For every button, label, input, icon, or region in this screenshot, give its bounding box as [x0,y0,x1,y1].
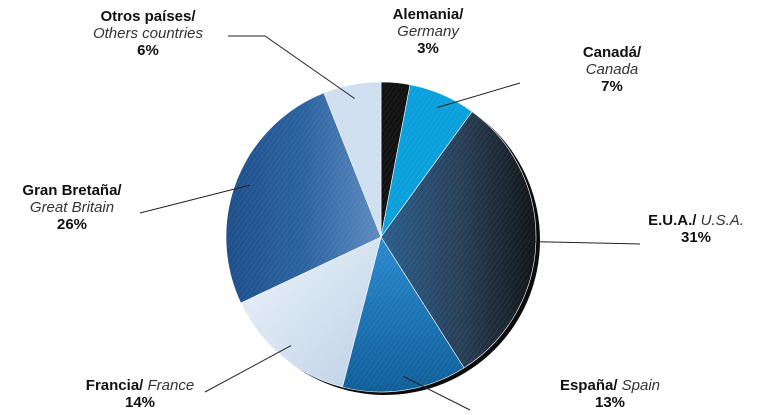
label-en: U.S.A. [700,212,744,229]
pie-slice-texture-great-britain [225,92,381,303]
pie-slice-texture-canada [381,84,473,237]
percent-label: 31% [680,229,712,246]
percent-label: 7% [601,78,623,95]
percent-label: 3% [417,40,439,57]
label-es: Gran Bretaña/ [22,182,122,199]
label-es: Francia/ [85,377,144,394]
label-en: Others countries [92,25,204,42]
leader-line-usa [521,240,641,245]
label-es: España/ [559,377,618,394]
label-en: Great Britain [29,199,115,216]
pie-slice-texture-spain [342,237,465,392]
label-es: E.U.A./ [648,212,697,229]
pie-slice-texture-usa [381,111,537,368]
label-en: Germany [397,23,459,40]
label-es: Otros países/ [100,8,196,25]
leader-line-france [204,345,292,393]
pie-slice-texture-others [323,81,381,237]
percent-label: 6% [137,42,159,59]
label-en: France [147,377,195,394]
label-en: Spain [621,377,661,394]
percent-label: 13% [594,394,626,411]
label-es: Alemania/ [392,6,464,23]
slice-label-great-britain: Gran Bretaña/ Great Britain 26% [22,182,121,233]
label-en: Canada [585,61,639,78]
leader-line-others [228,35,355,99]
label-es: Canadá/ [582,44,642,61]
slice-label-usa: E.U.A./ U.S.A. 31% [648,212,744,246]
leader-line-canada [436,82,521,109]
slice-label-others: Otros países/ Others countries 6% [93,8,203,59]
slice-label-france: Francia/ France 14% [86,377,194,411]
slice-label-spain: España/ Spain 13% [560,377,660,411]
percent-label: 26% [56,216,88,233]
slice-label-canada: Canadá/ Canada 7% [583,44,641,95]
leader-line-spain [402,375,471,411]
percent-label: 14% [124,394,156,411]
slice-label-germany: Alemania/ Germany 3% [393,6,464,57]
pie-slice-texture-france [240,237,381,388]
leader-line-great-britain [139,184,251,214]
